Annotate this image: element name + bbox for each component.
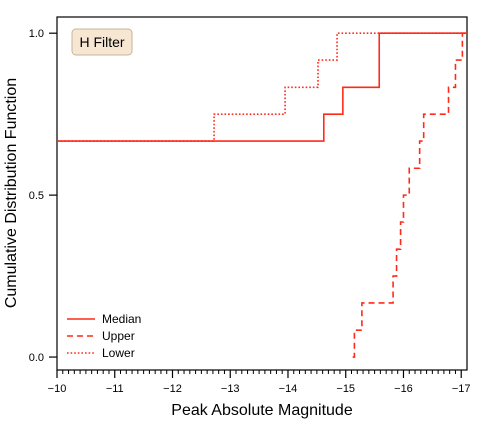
legend-label-median: Median xyxy=(102,312,141,326)
x-axis-title: Peak Absolute Magnitude xyxy=(171,402,353,419)
x-tick-label: −12 xyxy=(163,383,182,395)
series-layer xyxy=(57,32,467,358)
legend: Median Upper Lower xyxy=(67,312,141,360)
legend-label-upper: Upper xyxy=(102,329,135,343)
series-lower-line xyxy=(57,32,467,142)
plot-frame xyxy=(56,16,468,371)
series-median-line xyxy=(57,32,467,142)
x-tick-label: −17 xyxy=(452,383,471,395)
series-upper-line xyxy=(352,32,467,358)
x-tick-label: −15 xyxy=(336,383,355,395)
y-ticks: 0.0 0.5 1.0 xyxy=(29,28,57,364)
x-tick-label: −16 xyxy=(394,383,413,395)
legend-label-lower: Lower xyxy=(102,346,135,360)
y-axis-title: Cumulative Distribution Function xyxy=(3,78,20,308)
x-minor-ticks xyxy=(62,370,456,374)
x-tick-label: −14 xyxy=(279,383,298,395)
x-tick-label: −13 xyxy=(221,383,240,395)
y-tick-label: 1.0 xyxy=(29,28,44,40)
filter-annotation-box xyxy=(71,28,133,56)
filter-annotation-text: H Filter xyxy=(79,34,124,50)
x-tick-label: −10 xyxy=(48,383,67,395)
x-tick-label: −11 xyxy=(106,383,124,395)
y-tick-label: 0.5 xyxy=(29,190,44,202)
filter-annotation: H Filter xyxy=(71,28,133,56)
x-major-ticks: −10 −11 −12 −13 −14 −15 −16 −17 xyxy=(48,370,471,395)
y-tick-label: 0.0 xyxy=(29,352,44,364)
